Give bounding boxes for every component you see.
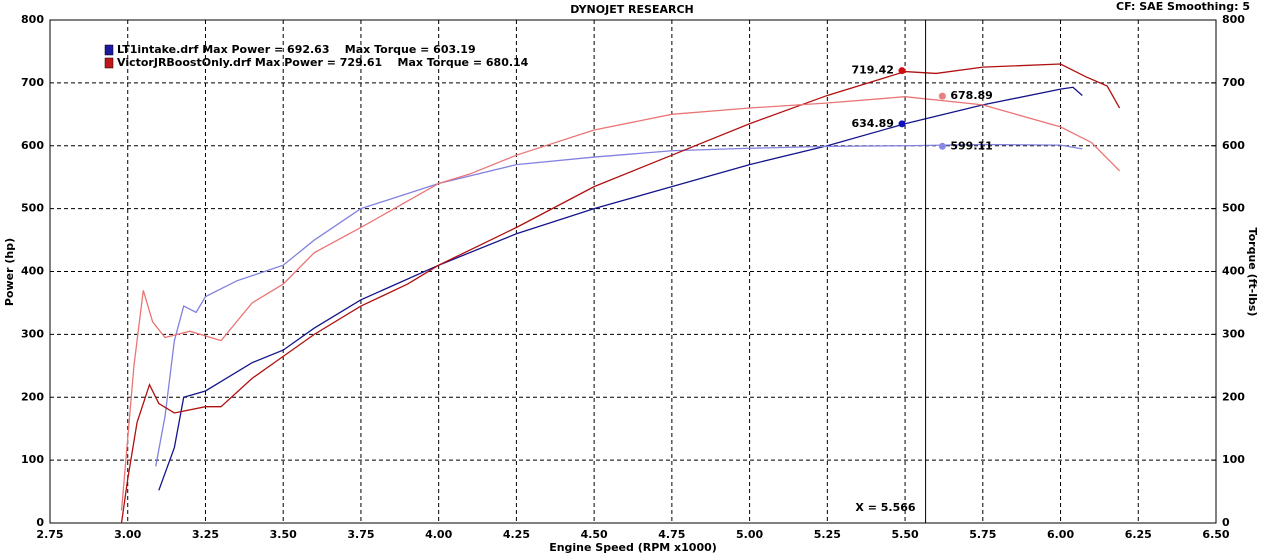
y-axis-label: Power (hp) (3, 238, 16, 306)
x-tick-label: 4.75 (658, 528, 685, 541)
y-tick-label: 700 (21, 76, 44, 89)
x-tick-label: 6.00 (1047, 528, 1074, 541)
x-tick-label: 4.50 (581, 528, 608, 541)
x-tick-label: 5.00 (736, 528, 763, 541)
x-tick-label: 3.25 (192, 528, 219, 541)
y2-tick-label: 500 (1222, 202, 1245, 215)
x-axis-label: Engine Speed (RPM x1000) (549, 541, 717, 554)
legend-entry: LT1intake.drf Max Power = 692.63 Max Tor… (117, 43, 476, 56)
y-tick-label: 800 (21, 13, 44, 26)
x-tick-label: 3.75 (347, 528, 374, 541)
subtitle: CF: SAE Smoothing: 5 (1116, 0, 1250, 13)
y-tick-label: 100 (21, 453, 44, 466)
y-tick-label: 0 (36, 516, 44, 529)
y2-tick-label: 400 (1222, 265, 1245, 278)
y-tick-label: 500 (21, 202, 44, 215)
x-tick-label: 6.25 (1125, 528, 1152, 541)
y2-tick-label: 0 (1222, 516, 1230, 529)
x-tick-label: 4.25 (503, 528, 530, 541)
y-tick-label: 400 (21, 265, 44, 278)
x-tick-label: 5.50 (891, 528, 918, 541)
marker (898, 120, 906, 128)
x-tick-label: 3.50 (270, 528, 297, 541)
x-tick-label: 4.00 (425, 528, 452, 541)
legend-swatch (104, 44, 114, 56)
marker-label: 678.89 (950, 89, 992, 102)
y-tick-label: 600 (21, 139, 44, 152)
marker (898, 67, 906, 75)
x-tick-label: 5.25 (814, 528, 841, 541)
chart-title: DYNOJET RESEARCH (570, 3, 693, 16)
plot-frame (49, 19, 1217, 524)
marker-label: 719.42 (852, 64, 894, 77)
y-tick-label: 200 (21, 390, 44, 403)
marker-label: 634.89 (852, 117, 894, 130)
x-tick-label: 5.75 (969, 528, 996, 541)
marker-label: 599.11 (950, 139, 992, 152)
series-line (158, 86, 1083, 491)
cursor-label: X = 5.566 (855, 501, 915, 514)
series-line (120, 96, 1121, 511)
y2-tick-label: 700 (1222, 76, 1245, 89)
y2-tick-label: 300 (1222, 327, 1245, 340)
y2-tick-label: 100 (1222, 453, 1245, 466)
y2-axis-label: Torque (ft-lbs) (1246, 228, 1259, 317)
x-tick-label: 6.50 (1202, 528, 1229, 541)
y2-tick-label: 200 (1222, 390, 1245, 403)
x-tick-label: 2.75 (36, 528, 63, 541)
marker (938, 92, 946, 100)
y2-tick-label: 600 (1222, 139, 1245, 152)
x-tick-label: 3.00 (114, 528, 141, 541)
series-line (120, 63, 1121, 524)
series-line (155, 143, 1083, 467)
y-tick-label: 300 (21, 327, 44, 340)
legend-swatch (104, 57, 114, 69)
y2-tick-label: 800 (1222, 13, 1245, 26)
marker (938, 142, 946, 150)
legend-entry: VictorJRBoostOnly.drf Max Power = 729.61… (117, 56, 529, 69)
